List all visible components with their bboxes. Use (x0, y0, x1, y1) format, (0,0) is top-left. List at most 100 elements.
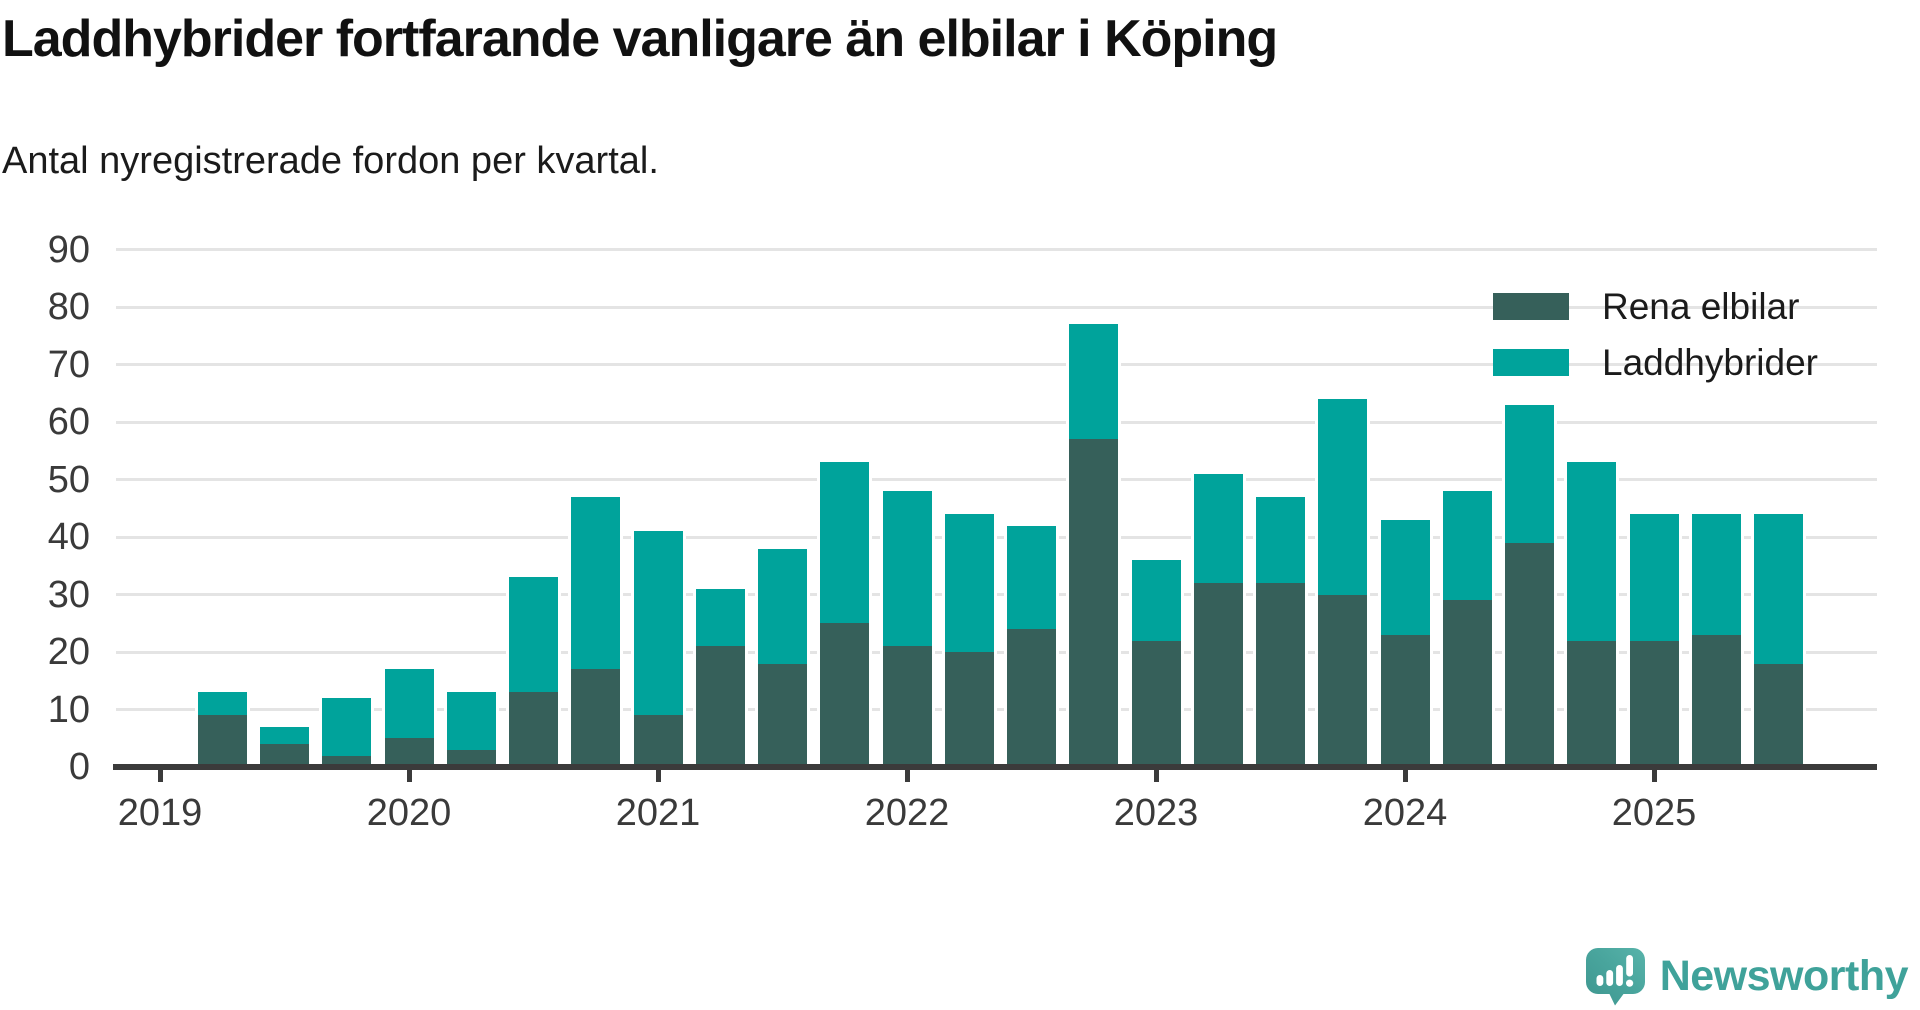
y-gridline (116, 305, 1877, 309)
stacked-bar (197, 692, 247, 767)
bar-segment-rena-elbilar (1193, 583, 1243, 767)
stacked-bar (944, 514, 994, 767)
bar-segment-laddhybrider (571, 496, 621, 670)
y-gridline (116, 363, 1877, 366)
stacked-bar (1131, 560, 1181, 767)
x-axis-tick (1402, 770, 1408, 782)
stacked-bar (1505, 404, 1554, 767)
bar-segment-rena-elbilar (1131, 640, 1181, 767)
x-axis-tick (655, 770, 661, 782)
x-axis-tick-label: 2025 (1611, 792, 1697, 834)
bar-segment-rena-elbilar (509, 692, 558, 767)
stacked-bar (571, 496, 621, 767)
stacked-bar (322, 698, 372, 767)
x-axis-tick (1153, 770, 1159, 782)
stacked-bar (758, 548, 807, 767)
stacked-bar (1691, 514, 1741, 767)
y-axis-tick-label: 10 (47, 688, 90, 731)
bar-segment-rena-elbilar (197, 715, 247, 767)
y-gridline (116, 593, 1877, 596)
stacked-bar (1380, 519, 1430, 767)
bar-segment-rena-elbilar (1567, 640, 1617, 767)
bar-segment-rena-elbilar (1505, 542, 1554, 767)
y-axis-tick-label: 90 (47, 228, 90, 271)
bar-segment-rena-elbilar (633, 715, 683, 767)
stacked-bar (882, 491, 932, 767)
stacked-bar (1069, 324, 1119, 767)
bar-segment-rena-elbilar (1007, 629, 1056, 767)
y-gridline (116, 535, 1877, 539)
bar-segment-laddhybrider (322, 698, 372, 756)
bar-segment-laddhybrider (1505, 404, 1554, 543)
stacked-bar (1007, 525, 1056, 767)
bar-segment-rena-elbilar (758, 663, 807, 767)
bar-segment-rena-elbilar (260, 744, 309, 767)
stacked-bar (820, 462, 870, 767)
chart-title: Laddhybrider fortfarande vanligare än el… (2, 10, 1278, 68)
y-gridline (116, 478, 1877, 481)
chart-legend: Rena elbilar Laddhybrider (1493, 285, 1818, 400)
bar-segment-rena-elbilar (882, 646, 932, 767)
bar-segment-rena-elbilar (1754, 663, 1803, 767)
bar-segment-rena-elbilar (571, 669, 621, 767)
newsworthy-logo: Newsworthy (1585, 947, 1909, 1006)
x-axis-tick (1651, 770, 1657, 782)
bar-segment-laddhybrider (446, 692, 496, 750)
bar-segment-laddhybrider (509, 577, 558, 693)
bar-segment-rena-elbilar (1442, 600, 1492, 767)
legend-swatch-laddhybrider (1493, 349, 1569, 376)
bar-segment-laddhybrider (1380, 519, 1430, 635)
y-axis-tick-label: 60 (47, 401, 90, 443)
y-axis-tick-label: 20 (47, 631, 90, 673)
bar-segment-rena-elbilar (1691, 634, 1741, 767)
bar-segment-laddhybrider (1442, 491, 1492, 601)
stacked-bar (633, 531, 683, 767)
bar-segment-laddhybrider (1691, 514, 1741, 635)
y-gridline (116, 650, 1877, 654)
bar-segment-rena-elbilar (944, 652, 994, 767)
legend-label: Rena elbilar (1602, 285, 1800, 327)
bar-segment-laddhybrider (384, 669, 434, 739)
y-axis-tick-label: 80 (47, 286, 90, 328)
stacked-bar (1567, 462, 1617, 767)
y-axis-tick-label: 0 (68, 746, 90, 788)
bar-segment-laddhybrider (1754, 514, 1803, 664)
stacked-bar (1256, 496, 1305, 767)
bar-segment-laddhybrider (1318, 399, 1368, 595)
legend-item-laddhybrider: Laddhybrider (1493, 341, 1818, 383)
bar-segment-rena-elbilar (384, 738, 434, 767)
legend-label: Laddhybrider (1602, 341, 1818, 383)
bar-segment-rena-elbilar (820, 623, 870, 767)
bar-segment-rena-elbilar (1256, 583, 1305, 767)
stacked-bar (1754, 514, 1803, 767)
bar-segment-laddhybrider (1256, 496, 1305, 583)
x-axis-tick (406, 770, 412, 782)
y-axis-tick-label: 40 (47, 516, 90, 558)
bar-segment-rena-elbilar (446, 749, 496, 767)
bar-segment-rena-elbilar (1380, 634, 1430, 767)
chart-subtitle: Antal nyregistrerade fordon per kvartal. (2, 140, 659, 182)
bar-segment-laddhybrider (758, 548, 807, 664)
stacked-bar (384, 669, 434, 767)
x-axis-line (113, 764, 1877, 770)
bar-segment-laddhybrider (1131, 560, 1181, 641)
newsworthy-logo-text: Newsworthy (1659, 952, 1909, 1000)
x-axis-tick-label: 2022 (864, 792, 950, 834)
newsworthy-logo-icon (1585, 948, 1645, 1006)
bar-segment-rena-elbilar (1629, 640, 1679, 767)
x-axis-tick-label: 2020 (366, 792, 452, 834)
y-axis-tick-label: 30 (47, 573, 90, 616)
bar-segment-laddhybrider (197, 692, 247, 716)
legend-item-rena-elbilar: Rena elbilar (1493, 285, 1818, 327)
x-axis-tick-label: 2019 (117, 792, 203, 834)
bar-segment-laddhybrider (1069, 324, 1119, 440)
stacked-bar (1442, 491, 1492, 767)
x-axis-tick (157, 770, 163, 782)
x-axis-tick-label: 2023 (1113, 792, 1199, 834)
x-axis-tick-label: 2024 (1362, 792, 1448, 834)
bar-segment-laddhybrider (820, 462, 870, 624)
bar-segment-laddhybrider (260, 726, 309, 744)
stacked-bar (1193, 473, 1243, 767)
x-axis-tick (904, 770, 910, 782)
